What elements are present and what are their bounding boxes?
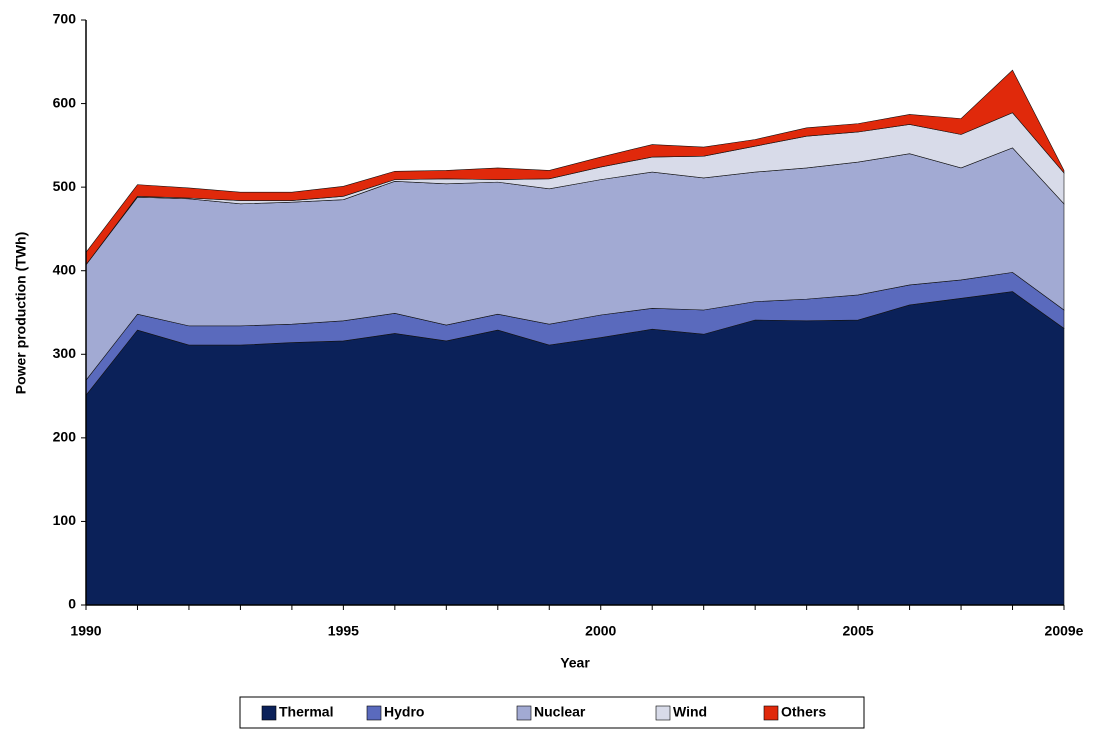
y-tick-label: 200	[53, 429, 77, 445]
y-tick-label: 600	[53, 94, 77, 110]
legend-label: Thermal	[279, 704, 333, 720]
legend-label: Others	[781, 704, 826, 720]
area	[85, 69, 1065, 266]
x-tick-label: 1990	[70, 623, 101, 639]
legend-swatch	[655, 705, 671, 721]
legend-box	[239, 696, 865, 729]
legend-label: Wind	[673, 704, 707, 720]
y-tick-label: 700	[53, 11, 77, 27]
x-tick-label: 2005	[843, 623, 874, 639]
x-tick-label: 2000	[585, 623, 616, 639]
y-tick-label: 400	[53, 261, 77, 277]
legend-swatch	[261, 705, 277, 721]
legend-swatch	[366, 705, 382, 721]
x-axis-label: Year	[560, 655, 590, 671]
y-tick-label: 0	[68, 596, 76, 612]
legend-swatch	[763, 705, 779, 721]
legend-label: Hydro	[384, 704, 424, 720]
y-axis-label: Power production (TWh)	[13, 232, 29, 395]
legend-swatch	[516, 705, 532, 721]
y-tick-label: 100	[53, 512, 77, 528]
x-tick-label: 1995	[328, 623, 359, 639]
y-tick-label: 300	[53, 345, 77, 361]
legend-label: Nuclear	[534, 704, 586, 720]
y-tick-label: 500	[53, 178, 77, 194]
x-tick-label: 2009e	[1045, 623, 1084, 639]
